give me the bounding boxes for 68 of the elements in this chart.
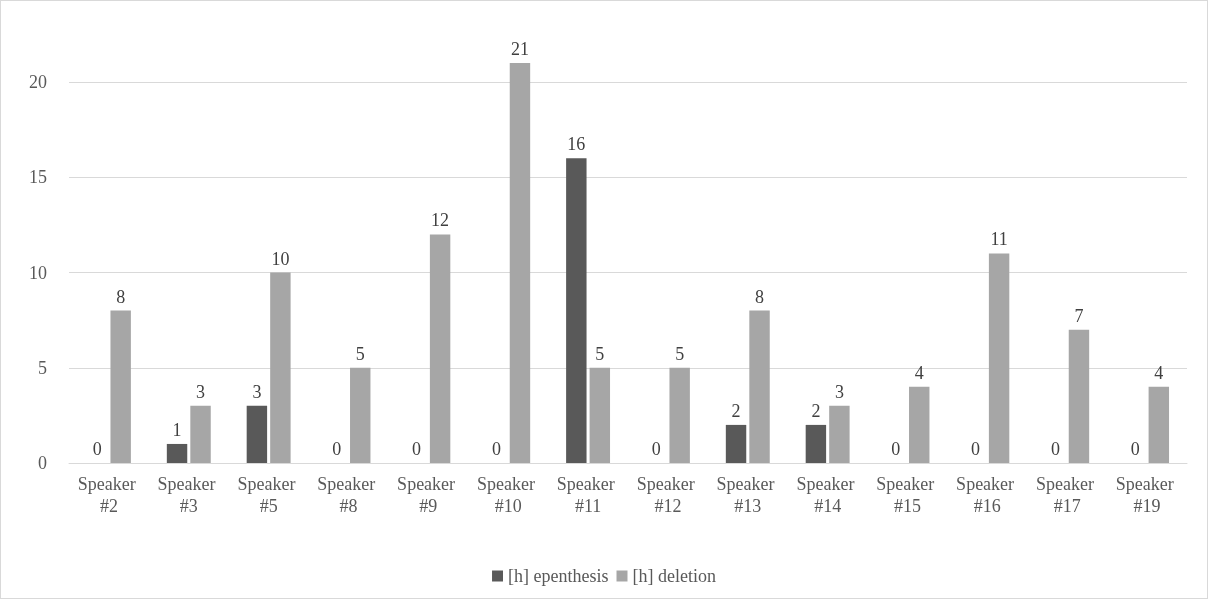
x-tick-label: Speaker #15 (876, 474, 939, 516)
x-tick-label: Speaker #17 (1035, 474, 1099, 516)
bar (350, 367, 371, 463)
data-label: 0 (1050, 439, 1060, 459)
data-label: 10 (271, 248, 290, 269)
data-label: 1 (172, 419, 182, 440)
bar (669, 367, 690, 463)
bar (509, 63, 531, 463)
x-tick-label: Speaker #3 (157, 474, 221, 516)
legend-label: [h] deletion (632, 566, 716, 586)
data-label: 2 (811, 400, 821, 421)
y-tick-label: 15 (29, 167, 47, 188)
data-label: 5 (355, 343, 365, 364)
data-label: 0 (971, 439, 981, 459)
data-label: 4 (914, 362, 924, 383)
y-tick-label: 0 (38, 453, 47, 473)
data-label: 5 (595, 343, 605, 364)
data-label: 3 (252, 381, 262, 402)
y-tick-label: 10 (29, 262, 47, 283)
data-label: 3 (834, 381, 844, 402)
data-label: 21 (510, 39, 529, 59)
y-tick-label: 20 (29, 72, 47, 93)
x-tick-label: Speaker #5 (237, 474, 300, 516)
bar (725, 424, 747, 463)
x-tick-label: Speaker #13 (716, 474, 780, 516)
data-label: 0 (1130, 439, 1140, 459)
x-tick-label: Speaker #8 (317, 474, 380, 516)
bar (909, 386, 930, 463)
bar (566, 158, 587, 463)
data-label: 0 (891, 439, 901, 459)
bar (829, 405, 850, 463)
data-label: 7 (1074, 305, 1084, 326)
data-label: 8 (755, 286, 765, 307)
x-tick-label: Speaker #16 (956, 474, 1019, 516)
data-label: 16 (567, 134, 586, 155)
data-label: 11 (990, 229, 1008, 250)
data-label: 3 (196, 381, 206, 402)
x-tick-label: Speaker #10 (476, 474, 540, 516)
x-tick-label: Speaker #14 (796, 474, 859, 516)
legend-label: [h] epenthesis (508, 566, 609, 586)
bar (1148, 386, 1170, 463)
data-label: 0 (491, 439, 501, 459)
bar (988, 253, 1010, 463)
bar (110, 310, 131, 463)
bar (190, 405, 211, 463)
data-label: 0 (651, 439, 661, 459)
bar (749, 310, 770, 463)
y-tick-label: 5 (38, 357, 47, 378)
x-tick-label: Speaker #11 (556, 474, 620, 516)
bar (805, 424, 827, 463)
bar (589, 367, 611, 463)
data-label: 12 (431, 210, 450, 231)
x-tick-label: Speaker #2 (77, 474, 141, 516)
data-label: 0 (412, 439, 422, 459)
data-label: 0 (332, 439, 342, 459)
bar (270, 272, 291, 463)
data-label: 0 (92, 439, 102, 459)
bar (1068, 329, 1090, 463)
x-tick-label: Speaker #19 (1115, 474, 1179, 516)
data-label: 2 (731, 400, 741, 421)
x-tick-label: Speaker #12 (636, 474, 700, 516)
x-tick-label: Speaker #9 (397, 474, 460, 516)
bar (166, 443, 188, 463)
bar (429, 234, 451, 463)
data-label: 5 (675, 343, 685, 364)
data-label: 4 (1154, 362, 1164, 383)
data-label: 8 (116, 286, 126, 307)
bar (246, 405, 268, 463)
